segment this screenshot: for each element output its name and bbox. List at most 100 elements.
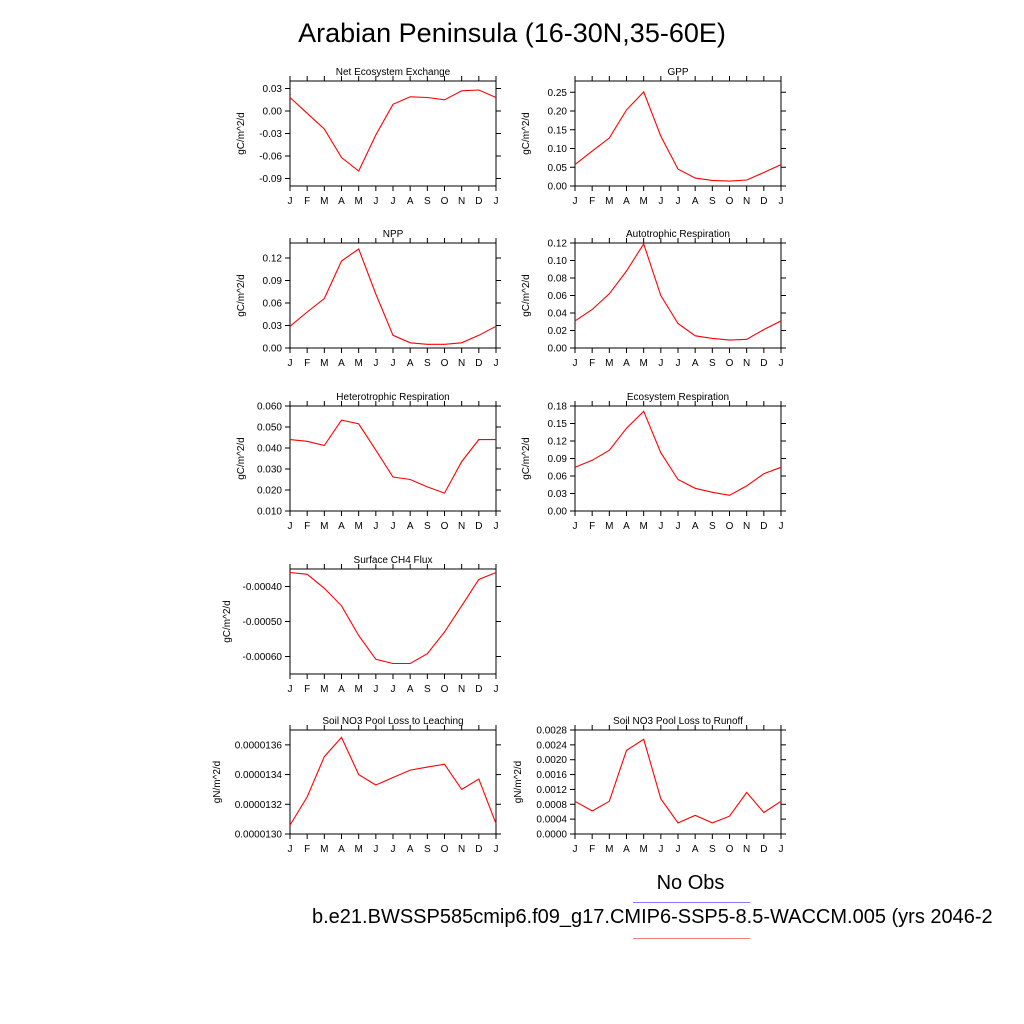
x-tick-label: J [391,196,396,207]
x-tick-label: M [605,358,613,369]
x-tick-label: M [354,521,362,532]
x-tick-label: S [424,358,431,369]
x-tick-label: O [726,358,734,369]
chart-panel: Soil NO3 Pool Loss to Runoff gN/m^2/d 0.00… [513,716,786,855]
y-tick-label: 0.25 [548,88,568,99]
x-tick-label: D [475,358,482,369]
y-tick-label: 0.0012 [536,785,567,796]
y-tick-label: 0.0000130 [235,830,283,841]
x-tick-label: J [494,358,499,369]
x-tick-label: A [623,844,630,855]
x-tick-label: M [354,684,362,695]
x-tick-label: O [726,521,734,532]
y-tick-label: 0.03 [263,321,283,332]
x-tick-label: F [589,358,595,369]
y-axis-label: gC/m^2/d [521,112,532,155]
x-tick-label: M [639,521,647,532]
x-tick-label: F [304,196,310,207]
x-tick-label: A [692,196,699,207]
x-tick-label: S [709,844,716,855]
x-tick-label: J [494,684,499,695]
x-tick-label: J [573,521,578,532]
x-tick-label: N [458,844,465,855]
x-tick-label: J [779,521,784,532]
x-tick-label: M [605,521,613,532]
x-tick-label: O [441,358,449,369]
y-tick-label: 0.030 [257,465,282,476]
x-tick-label: M [605,196,613,207]
x-tick-label: J [779,844,784,855]
x-tick-label: J [658,844,663,855]
x-tick-label: D [760,196,767,207]
y-axis-label: gC/m^2/d [222,600,233,643]
x-tick-label: M [320,844,328,855]
x-tick-label: N [743,521,750,532]
y-tick-label: 0.06 [548,472,568,483]
x-tick-label: M [354,358,362,369]
x-tick-label: A [692,844,699,855]
series-line [574,242,782,341]
y-tick-label: 0.10 [548,256,568,267]
y-tick-label: 0.09 [548,454,568,465]
x-tick-label: O [441,196,449,207]
x-tick-label: J [658,521,663,532]
legend-obs-line [633,902,750,903]
x-tick-label: F [589,521,595,532]
x-tick-label: J [676,521,681,532]
x-tick-label: J [494,844,499,855]
plot-frame [574,80,782,187]
x-tick-label: J [373,684,378,695]
series-line [574,738,782,824]
y-tick-label: 0.00 [548,182,568,193]
y-tick-label: 0.020 [257,486,282,497]
x-tick-label: F [589,844,595,855]
x-tick-label: S [709,521,716,532]
x-tick-label: J [573,358,578,369]
x-tick-label: M [639,844,647,855]
y-tick-label: 0.0004 [536,815,567,826]
x-tick-label: S [424,684,431,695]
x-tick-label: A [338,844,345,855]
x-tick-label: A [692,358,699,369]
x-tick-label: S [424,521,431,532]
y-tick-label: 0.0008 [536,800,567,811]
x-tick-label: J [391,358,396,369]
chart-panel: Heterotrophic Respiration gC/m^2/d 0.060 0.… [236,392,501,532]
x-tick-label: S [424,844,431,855]
y-tick-label: 0.05 [548,163,568,174]
panel-title: Soil NO3 Pool Loss to Runoff [613,716,743,727]
x-tick-label: A [407,358,414,369]
x-tick-label: A [338,521,345,532]
x-tick-label: J [391,684,396,695]
plot-frame [574,242,782,349]
y-tick-label: 0.15 [548,419,568,430]
plot-frame [289,729,497,835]
series-line [574,410,782,496]
y-tick-label: 0.08 [548,274,568,285]
x-tick-label: N [743,844,750,855]
x-tick-label: J [658,358,663,369]
x-tick-label: D [475,196,482,207]
x-tick-label: M [320,196,328,207]
panel-title: NPP [383,229,404,240]
y-axis-label: gN/m^2/d [212,761,223,804]
x-tick-label: J [494,521,499,532]
x-tick-label: N [743,196,750,207]
plot-frame [289,568,497,675]
y-tick-label: 0.15 [548,125,568,136]
x-tick-label: J [658,196,663,207]
y-tick-label: 0.03 [263,84,283,95]
y-tick-label: 0.10 [548,144,568,155]
y-tick-label: 0.010 [257,507,282,518]
legend-case-label: b.e21.BWSSP585cmip6.f09_g17.CMIP6-SSP5-8… [312,906,993,928]
y-tick-label: 0.050 [257,423,282,434]
x-tick-label: J [288,684,293,695]
y-axis-label: gC/m^2/d [521,274,532,317]
plot-frame [574,405,782,512]
x-tick-label: M [639,358,647,369]
y-tick-label: 0.060 [257,402,282,413]
x-tick-label: J [373,196,378,207]
y-tick-label: 0.0000 [536,830,567,841]
x-tick-label: O [726,196,734,207]
